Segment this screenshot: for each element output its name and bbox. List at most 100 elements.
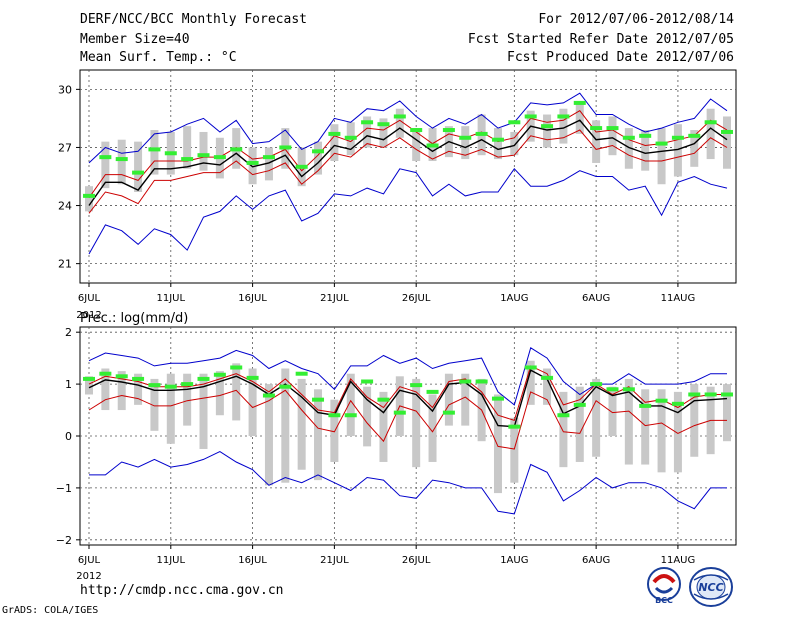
x-tick-label: 26JUL <box>402 555 431 566</box>
range-box <box>395 108 404 138</box>
median-marker <box>197 153 210 158</box>
member-size-label: Member Size=40 <box>80 32 190 47</box>
median-marker <box>393 114 406 119</box>
variable-label: Mean Surf. Temp.: °C <box>80 50 237 65</box>
median-marker <box>590 382 603 387</box>
range-box <box>314 389 323 481</box>
range-box <box>559 391 568 468</box>
median-marker <box>295 371 308 376</box>
median-marker <box>181 157 194 162</box>
x-tick-label: 6AUG <box>582 293 610 304</box>
median-marker <box>328 131 341 136</box>
median-marker <box>524 114 537 119</box>
range-box <box>101 141 110 189</box>
median-marker <box>541 375 554 380</box>
x-tick-label: 26JUL <box>402 293 431 304</box>
range-box <box>85 376 93 395</box>
range-box <box>379 118 388 148</box>
range-box <box>657 389 666 473</box>
median-marker <box>541 124 554 129</box>
median-marker <box>312 397 325 402</box>
median-marker <box>704 392 717 397</box>
series-line-upper <box>88 110 728 199</box>
range-box <box>150 378 159 431</box>
grads-credit: GrADS: COLA/IGES <box>2 605 99 616</box>
range-box <box>657 128 666 185</box>
chart-title: DERF/NCC/BCC Monthly Forecast <box>80 12 307 27</box>
range-box <box>608 116 617 156</box>
forecast-produced-date: Fcst Produced Date 2012/07/06 <box>507 50 734 65</box>
median-marker <box>393 410 406 415</box>
median-marker <box>688 133 701 138</box>
median-marker <box>475 131 488 136</box>
median-marker <box>622 135 635 140</box>
plot-frame <box>79 326 737 546</box>
x-tick-label: 1AUG <box>500 293 528 304</box>
range-box <box>624 378 633 465</box>
forecast-period: For 2012/07/06-2012/08/14 <box>538 12 734 27</box>
median-marker <box>721 392 733 397</box>
range-box <box>575 100 584 134</box>
range-box <box>543 114 552 148</box>
range-box <box>723 384 731 442</box>
median-marker <box>99 155 112 160</box>
median-marker <box>655 398 668 403</box>
range-box <box>85 186 93 212</box>
median-marker <box>83 376 95 381</box>
median-marker <box>279 384 292 389</box>
median-marker <box>721 129 733 134</box>
median-marker <box>115 157 128 162</box>
source-url[interactable]: http://cmdp.ncc.cma.gov.cn <box>80 583 284 598</box>
x-year-label: 2012 <box>76 310 101 321</box>
series-line-upper <box>88 365 727 422</box>
ncc-logo-text: NCC <box>698 581 723 594</box>
x-tick-label: 21JUL <box>320 555 349 566</box>
median-marker <box>508 424 521 429</box>
y-tick-label: 27 <box>58 141 72 154</box>
series-line-min <box>88 168 728 255</box>
median-marker <box>328 413 341 418</box>
range-box <box>461 126 470 160</box>
y-tick-label: 0 <box>65 430 72 443</box>
range-box <box>346 373 355 436</box>
median-marker <box>230 365 243 370</box>
median-marker <box>704 120 717 125</box>
median-marker <box>99 371 112 376</box>
y-tick-label: −1 <box>56 482 72 495</box>
x-tick-label: 11AUG <box>661 293 696 304</box>
median-marker <box>230 147 243 152</box>
series-line-min <box>89 451 727 515</box>
range-box <box>543 368 552 405</box>
median-marker <box>361 379 374 384</box>
median-marker <box>557 413 570 418</box>
range-box <box>232 363 241 421</box>
range-box <box>412 128 421 162</box>
median-marker <box>671 135 684 140</box>
range-box <box>379 391 388 462</box>
median-marker <box>606 126 619 131</box>
median-marker <box>573 100 586 105</box>
bcc-logo: BCC <box>647 567 681 605</box>
median-marker <box>426 389 439 394</box>
y-tick-label: 21 <box>58 258 72 271</box>
range-box <box>363 386 372 447</box>
range-box <box>134 373 143 405</box>
x-tick-label: 6JUL <box>78 555 101 566</box>
median-marker <box>262 155 275 160</box>
median-marker <box>426 143 439 148</box>
range-box <box>314 141 323 175</box>
range-box <box>493 128 502 160</box>
median-marker <box>557 114 570 119</box>
median-marker <box>361 120 374 125</box>
median-marker <box>115 374 128 379</box>
median-marker <box>442 410 455 415</box>
median-marker <box>312 149 325 154</box>
range-box <box>117 139 126 185</box>
range-box <box>248 368 257 436</box>
range-box <box>444 373 453 426</box>
x-tick-label: 11AUG <box>661 555 696 566</box>
x-tick-label: 11JUL <box>157 293 186 304</box>
median-marker <box>606 387 619 392</box>
median-marker <box>475 379 488 384</box>
ncc-logo: NCC <box>689 567 733 607</box>
